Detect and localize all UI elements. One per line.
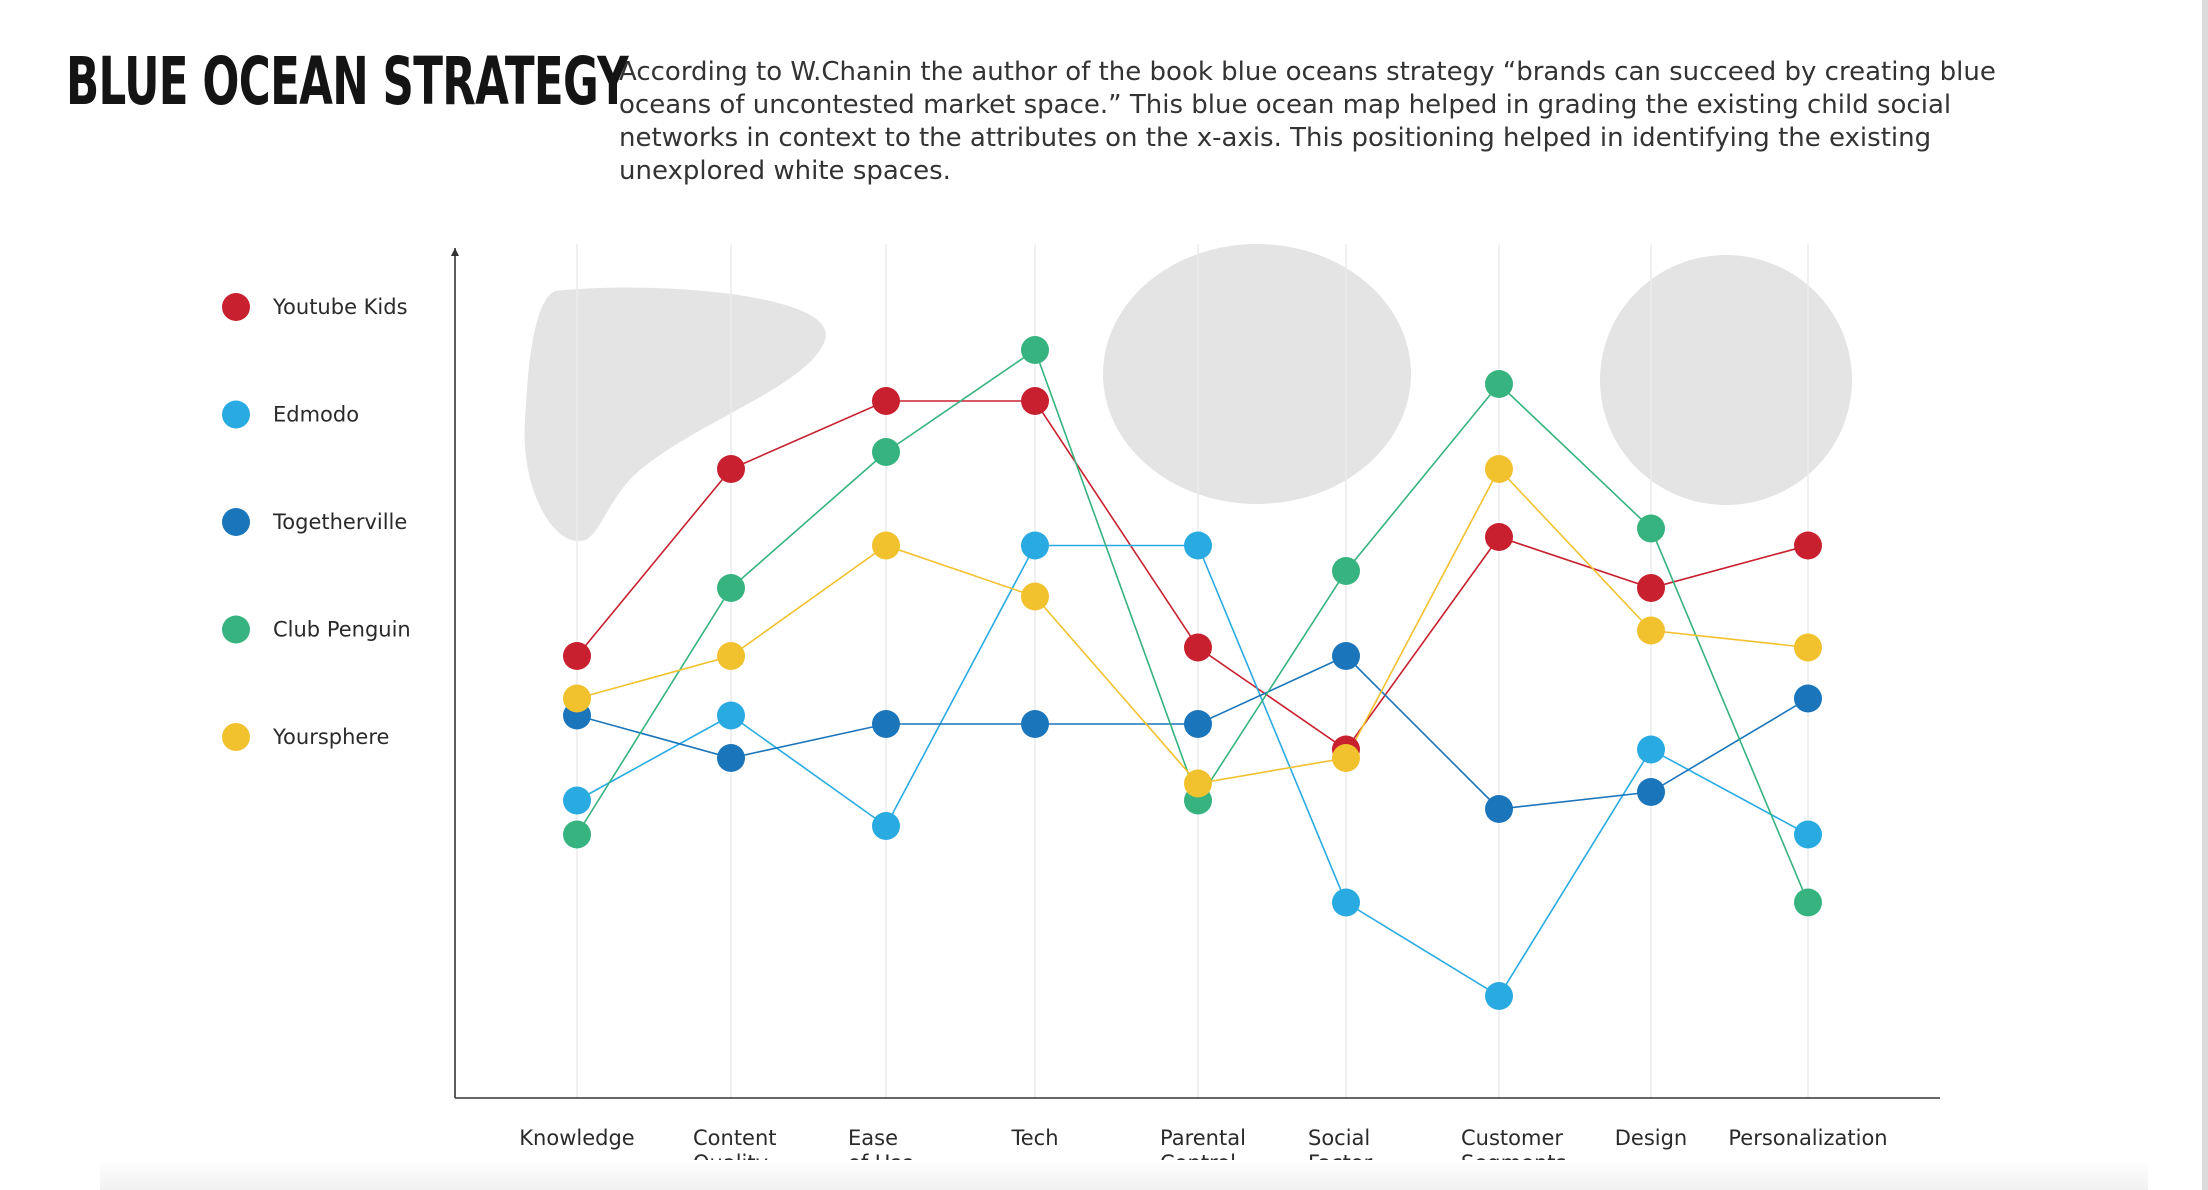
data-point-youtube-kids [1021, 387, 1049, 415]
data-point-youtube-kids [1794, 531, 1822, 560]
legend-swatch [222, 293, 250, 321]
category-label-line: Design [1615, 1126, 1688, 1150]
page-edge-rule [2202, 0, 2208, 1190]
data-point-togetherville [1794, 684, 1822, 713]
data-point-youtube-kids [717, 455, 745, 483]
category-label-line: Tech [1010, 1126, 1058, 1150]
data-point-togetherville [1332, 642, 1360, 670]
category-label: Tech [1010, 1126, 1058, 1150]
data-point-yoursphere [872, 531, 900, 560]
data-point-togetherville [1637, 778, 1665, 806]
legend-swatch [222, 615, 250, 644]
intro-line: According to W.Chanin the author of the … [619, 57, 1996, 87]
data-point-togetherville [1485, 795, 1513, 823]
category-label-line: Content [693, 1126, 777, 1150]
data-point-club-penguin [1485, 370, 1513, 398]
intro-line: oceans of uncontested market space.” Thi… [619, 90, 1952, 120]
data-point-yoursphere [717, 642, 745, 670]
category-label: Knowledge [519, 1126, 634, 1150]
series-points [563, 336, 1822, 1010]
y-axis-arrow [451, 248, 459, 256]
data-point-club-penguin [1637, 514, 1665, 543]
category-label-line: Personalization [1728, 1126, 1887, 1150]
data-point-togetherville [717, 744, 745, 772]
data-point-edmodo [1485, 982, 1513, 1010]
data-point-yoursphere [563, 684, 591, 713]
data-point-edmodo [1637, 735, 1665, 764]
category-label-line: Social [1308, 1126, 1370, 1150]
data-point-yoursphere [1332, 744, 1360, 772]
white-space-circle [1600, 255, 1852, 505]
category-label: Personalization [1728, 1126, 1887, 1150]
legend-swatch [222, 723, 250, 751]
legend: Youtube Kids Edmodo Togetherville Club Peng… [222, 293, 411, 751]
legend-label: Yoursphere [272, 725, 389, 749]
data-point-yoursphere [1021, 582, 1049, 611]
category-label-line: Ease [848, 1126, 898, 1150]
data-point-edmodo [872, 812, 900, 840]
data-point-yoursphere [1794, 633, 1822, 662]
category-label-line: Customer [1461, 1126, 1563, 1150]
data-point-edmodo [717, 701, 745, 730]
page-bottom-shade [100, 1160, 2148, 1190]
category-label: Design [1615, 1126, 1688, 1150]
data-point-edmodo [1184, 531, 1212, 560]
white-space-areas [524, 244, 1852, 542]
data-point-youtube-kids [872, 387, 900, 415]
data-point-club-penguin [872, 438, 900, 466]
legend-swatch [222, 400, 250, 429]
data-point-yoursphere [1184, 769, 1212, 798]
data-point-youtube-kids [1485, 523, 1513, 551]
axes [451, 248, 1940, 1099]
legend-label: Edmodo [273, 403, 359, 427]
data-point-club-penguin [563, 820, 591, 849]
page-title: BLUE OCEAN STRATEGY [66, 43, 629, 120]
data-point-edmodo [1794, 820, 1822, 849]
data-point-togetherville [1184, 710, 1212, 738]
legend-label: Youtube Kids [272, 295, 408, 319]
data-point-edmodo [1021, 531, 1049, 560]
data-point-youtube-kids [1637, 574, 1665, 602]
data-point-youtube-kids [563, 642, 591, 670]
intro-line: unexplored white spaces. [619, 156, 951, 186]
data-point-togetherville [1021, 710, 1049, 738]
data-point-yoursphere [1485, 455, 1513, 483]
white-space-circle [1103, 244, 1411, 504]
intro-paragraph: According to W.Chanin the author of the … [619, 56, 1996, 188]
data-point-youtube-kids [1184, 633, 1212, 662]
data-point-club-penguin [717, 574, 745, 602]
data-point-club-penguin [1332, 557, 1360, 585]
category-label-line: Parental [1160, 1126, 1246, 1150]
legend-label: Club Penguin [273, 618, 411, 642]
legend-swatch [222, 508, 250, 536]
data-point-edmodo [563, 786, 591, 815]
data-point-togetherville [872, 710, 900, 738]
category-label-line: Knowledge [519, 1126, 634, 1150]
data-point-club-penguin [1021, 336, 1049, 364]
data-point-edmodo [1332, 888, 1360, 917]
data-point-yoursphere [1637, 616, 1665, 645]
data-point-club-penguin [1794, 888, 1822, 917]
white-space-blob [524, 287, 826, 542]
intro-line: networks in context to the attributes on… [619, 123, 1932, 153]
legend-label: Togetherville [272, 510, 407, 534]
